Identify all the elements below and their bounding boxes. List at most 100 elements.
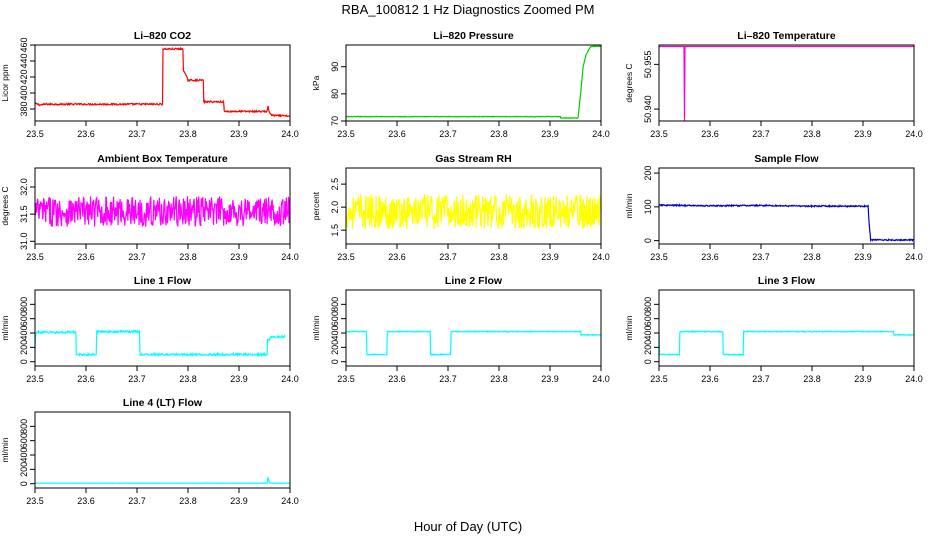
x-tick-label: 23.7 bbox=[128, 252, 146, 262]
x-tick-label: 23.5 bbox=[26, 374, 44, 384]
x-tick-label: 24.0 bbox=[281, 374, 299, 384]
panel-1: Li–820 CO2 23.5 23.6 23.7 23.8 23.9 24.0 380400… bbox=[0, 30, 299, 139]
y-tick-label: 200 bbox=[643, 340, 653, 355]
y-tick-label: 440 bbox=[19, 53, 29, 68]
figure-title: RBA_100812 1 Hz Diagnostics Zoomed PM bbox=[342, 2, 595, 17]
plot-frame bbox=[658, 289, 915, 367]
panel-7: Line 1 Flow 23.5 23.6 23.7 23.8 23.9 24.0 0 2004… bbox=[0, 275, 299, 384]
panel-title: Sample Flow bbox=[754, 153, 819, 165]
panel-title: Li–820 Temperature bbox=[737, 30, 836, 42]
x-tick-label: 23.9 bbox=[854, 129, 872, 139]
x-tick-label: 23.7 bbox=[752, 374, 770, 384]
x-tick-label: 24.0 bbox=[905, 129, 923, 139]
x-tick-label: 23.8 bbox=[803, 129, 821, 139]
y-tick-label: 0 bbox=[19, 359, 29, 364]
x-tick-label: 24.0 bbox=[905, 374, 923, 384]
y-axis-label: kPa bbox=[311, 75, 321, 90]
y-tick-label: 800 bbox=[19, 297, 29, 312]
plot-frame bbox=[658, 44, 915, 122]
x-tick-label: 23.5 bbox=[650, 374, 668, 384]
y-axis-label: degrees C bbox=[0, 186, 10, 225]
panel-title: Line 1 Flow bbox=[134, 275, 192, 287]
x-tick-label: 23.9 bbox=[854, 252, 872, 262]
x-tick-label: 23.6 bbox=[388, 252, 406, 262]
y-tick-label: 32.0 bbox=[19, 178, 29, 196]
x-tick-label: 23.7 bbox=[752, 129, 770, 139]
y-tick-label: 400 bbox=[19, 448, 29, 463]
y-tick-label: 0 bbox=[330, 359, 340, 364]
x-tick-label: 23.6 bbox=[388, 129, 406, 139]
x-tick-label: 23.9 bbox=[541, 129, 559, 139]
data-line bbox=[345, 329, 602, 356]
x-tick-label: 23.8 bbox=[803, 252, 821, 262]
panel-title: Line 2 Flow bbox=[445, 275, 503, 287]
x-tick-label: 23.9 bbox=[230, 374, 248, 384]
y-tick-label: 80 bbox=[330, 89, 340, 99]
y-tick-label: 400 bbox=[643, 326, 653, 341]
y-tick-label: 90 bbox=[330, 62, 340, 72]
y-axis-label: ml/min bbox=[0, 315, 10, 340]
x-tick-label: 23.6 bbox=[701, 374, 719, 384]
plot-frame bbox=[345, 289, 602, 367]
plot-frame bbox=[345, 44, 602, 122]
x-tick-label: 23.7 bbox=[128, 129, 146, 139]
y-tick-label: 0 bbox=[19, 481, 29, 486]
x-tick-label: 23.6 bbox=[77, 252, 95, 262]
x-tick-label: 24.0 bbox=[905, 252, 923, 262]
x-tick-label: 23.8 bbox=[803, 374, 821, 384]
x-tick-label: 23.7 bbox=[128, 496, 146, 506]
data-line bbox=[658, 329, 915, 357]
x-tick-label: 23.5 bbox=[650, 252, 668, 262]
y-axis-label: ml/min bbox=[311, 315, 321, 340]
y-axis-label: ml/min bbox=[624, 315, 634, 340]
x-tick-label: 23.6 bbox=[77, 129, 95, 139]
y-tick-label: 460 bbox=[19, 37, 29, 52]
x-tick-label: 24.0 bbox=[281, 129, 299, 139]
panel-title: Gas Stream RH bbox=[435, 153, 511, 165]
y-tick-label: 200 bbox=[643, 166, 653, 181]
x-tick-label: 23.7 bbox=[439, 374, 457, 384]
panel-4: Ambient Box Temperature 23.5 23.6 23.7 23.8 2… bbox=[0, 153, 299, 262]
y-axis-label: degrees C bbox=[624, 63, 634, 102]
x-tick-label: 23.9 bbox=[230, 496, 248, 506]
data-line bbox=[34, 477, 291, 485]
y-tick-label: 1.5 bbox=[330, 224, 340, 237]
x-tick-label: 23.8 bbox=[490, 129, 508, 139]
y-tick-label: 200 bbox=[19, 340, 29, 355]
x-tick-label: 23.8 bbox=[490, 374, 508, 384]
data-line bbox=[345, 45, 602, 119]
y-tick-label: 420 bbox=[19, 69, 29, 84]
plot-frame bbox=[658, 167, 915, 245]
x-tick-label: 23.9 bbox=[230, 252, 248, 262]
x-tick-label: 23.6 bbox=[77, 374, 95, 384]
x-tick-label: 23.6 bbox=[701, 252, 719, 262]
x-tick-label: 24.0 bbox=[281, 496, 299, 506]
y-tick-label: 400 bbox=[19, 85, 29, 100]
x-tick-label: 23.5 bbox=[337, 252, 355, 262]
data-line bbox=[658, 203, 915, 243]
y-tick-label: 0 bbox=[643, 238, 653, 243]
panel-title: Line 3 Flow bbox=[758, 275, 816, 287]
y-tick-label: 50.955 bbox=[643, 51, 653, 79]
panel-10: Line 4 (LT) Flow 23.5 23.6 23.7 23.8 23.9 24.0… bbox=[0, 397, 299, 506]
x-tick-label: 23.5 bbox=[26, 496, 44, 506]
y-axis-label: ml/min bbox=[624, 193, 634, 218]
data-line bbox=[34, 329, 286, 358]
x-tick-label: 23.6 bbox=[388, 374, 406, 384]
y-tick-label: 800 bbox=[643, 297, 653, 312]
y-tick-label: 800 bbox=[330, 297, 340, 312]
panel-title: Line 4 (LT) Flow bbox=[123, 397, 203, 409]
x-tick-label: 23.6 bbox=[701, 129, 719, 139]
y-tick-label: 380 bbox=[19, 101, 29, 116]
panel-8: Line 2 Flow 23.5 23.6 23.7 23.8 23.9 24.0 0 2004… bbox=[311, 275, 610, 384]
y-tick-label: 200 bbox=[19, 462, 29, 477]
x-tick-label: 23.7 bbox=[128, 374, 146, 384]
y-tick-label: 31.5 bbox=[19, 205, 29, 223]
y-tick-label: 600 bbox=[643, 311, 653, 326]
data-line bbox=[659, 45, 914, 122]
panel-title: Li–820 Pressure bbox=[433, 30, 514, 42]
x-tick-label: 23.7 bbox=[439, 252, 457, 262]
x-tick-label: 23.8 bbox=[179, 496, 197, 506]
plot-frame bbox=[34, 289, 291, 367]
x-tick-label: 23.8 bbox=[179, 374, 197, 384]
